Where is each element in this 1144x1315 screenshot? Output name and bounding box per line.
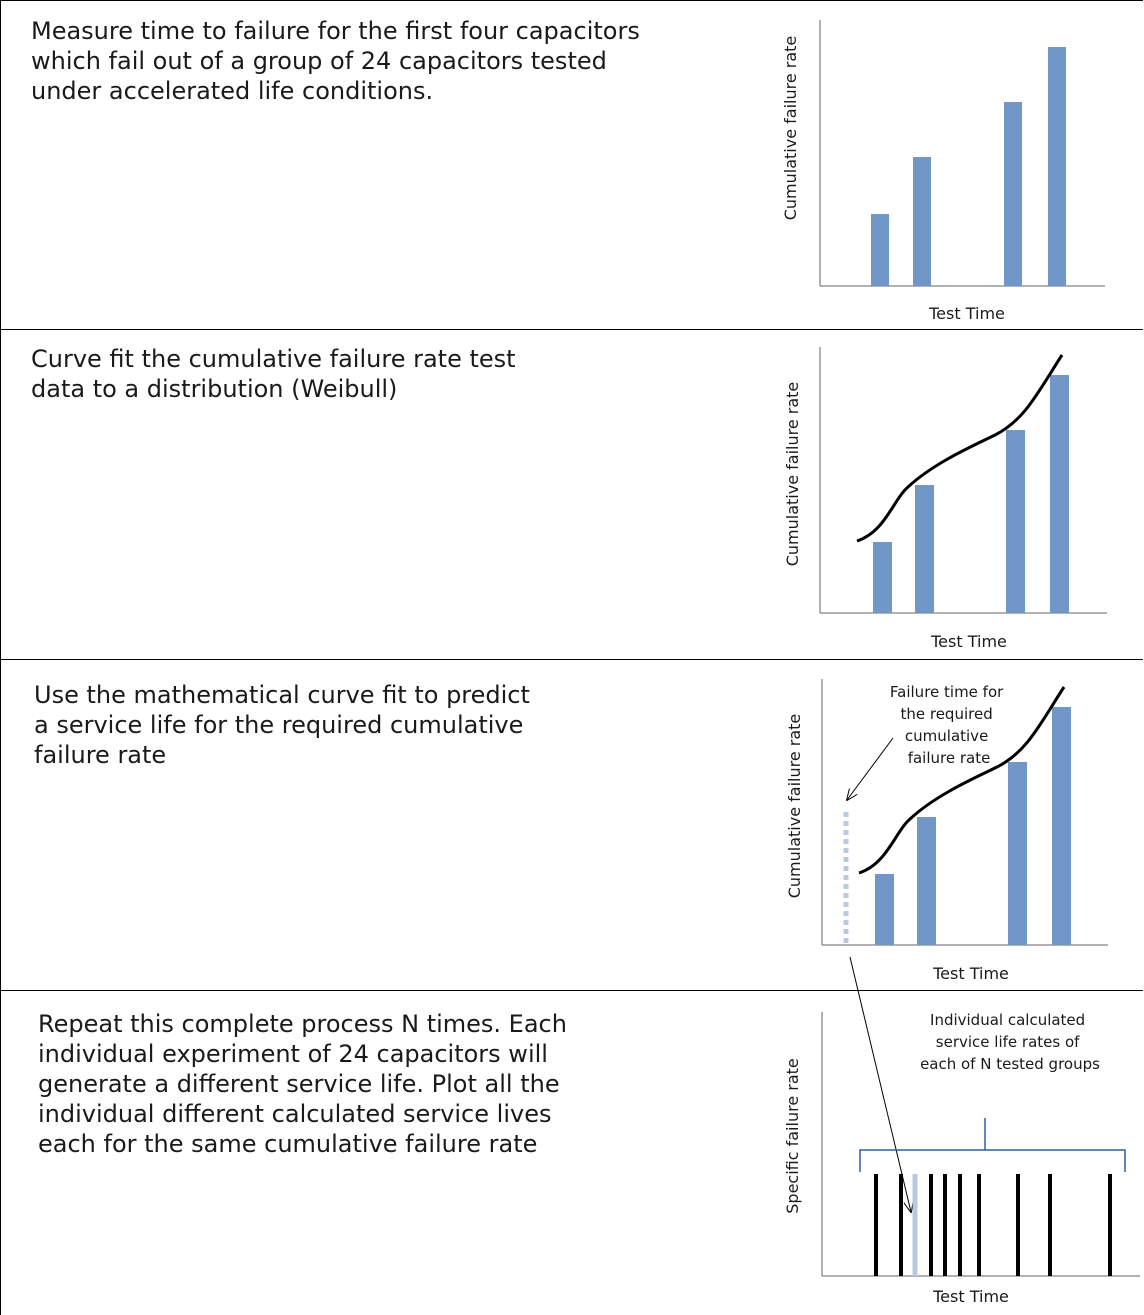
chart-4-annotation: Individual calculated service life rates… [920, 1011, 1100, 1073]
chart-2-fit-curve [856, 354, 1064, 543]
chart-3: Failure time for the required cumulative… [785, 679, 1108, 983]
step-3-description: Use the mathematical curve fit to predic… [34, 681, 530, 769]
chart-3-bar [1008, 762, 1027, 945]
chart-1: Cumulative failure rate Test Time [781, 20, 1105, 323]
chart-4-annotation-line: each of N tested groups [920, 1055, 1100, 1073]
chart-1-x-label: Test Time [928, 304, 1005, 323]
step-1-description: Measure time to failure for the first fo… [31, 17, 640, 105]
chart-2-bar [915, 485, 934, 613]
chart-3-annotation: Failure time for the required cumulative… [890, 683, 1008, 767]
chart-3-fit-curve [858, 686, 1066, 875]
chart-1-bar [1048, 47, 1066, 286]
chart-3-x-label: Test Time [932, 964, 1009, 983]
chart-1-bar [913, 157, 931, 286]
chart-2-bar [873, 542, 892, 613]
chart-3-annotation-line: cumulative [905, 727, 988, 745]
chart-3-annotation-line: the required [900, 705, 992, 723]
chart-3-bar [1052, 707, 1071, 945]
chart-4-bracket [859, 1149, 1126, 1172]
chart-3-bar [917, 817, 936, 945]
chart-4-annotation-line: service life rates of [936, 1033, 1080, 1051]
chart-2-y-label: Cumulative failure rate [783, 382, 802, 567]
chart-4: Individual calculated service life rates… [783, 1011, 1140, 1306]
chart-3-annotation-line: Failure time for [890, 683, 1004, 701]
chart-3-bar [875, 874, 894, 945]
chart-3-annotation-arrow [847, 737, 894, 800]
step-4-description: Repeat this complete process N times. Ea… [38, 1010, 567, 1158]
chart-2-x-label: Test Time [930, 632, 1007, 651]
cross-panel-arrow [849, 956, 911, 1212]
step-2-description: Curve fit the cumulative failure rate te… [31, 345, 516, 403]
chart-2-bar [1050, 375, 1069, 613]
chart-1-bar [871, 214, 889, 286]
panel-step-4: Repeat this complete process N times. Ea… [0, 990, 1143, 1315]
chart-4-annotation-line: Individual calculated [930, 1011, 1085, 1029]
chart-4-x-label: Test Time [932, 1287, 1009, 1306]
chart-1-bar [1004, 102, 1022, 286]
chart-3-annotation-line: failure rate [908, 749, 991, 767]
chart-3-y-label: Cumulative failure rate [785, 714, 804, 899]
chart-1-y-label: Cumulative failure rate [781, 36, 800, 221]
panel-step-2: Curve fit the cumulative failure rate te… [0, 329, 1143, 659]
chart-2: Cumulative failure rate Test Time [783, 347, 1107, 651]
panel-step-1: Measure time to failure for the first fo… [0, 0, 1143, 329]
chart-4-y-label: Specific failure rate [783, 1058, 802, 1213]
chart-2-bar [1006, 430, 1025, 613]
panel-step-3: Use the mathematical curve fit to predic… [0, 659, 1143, 990]
